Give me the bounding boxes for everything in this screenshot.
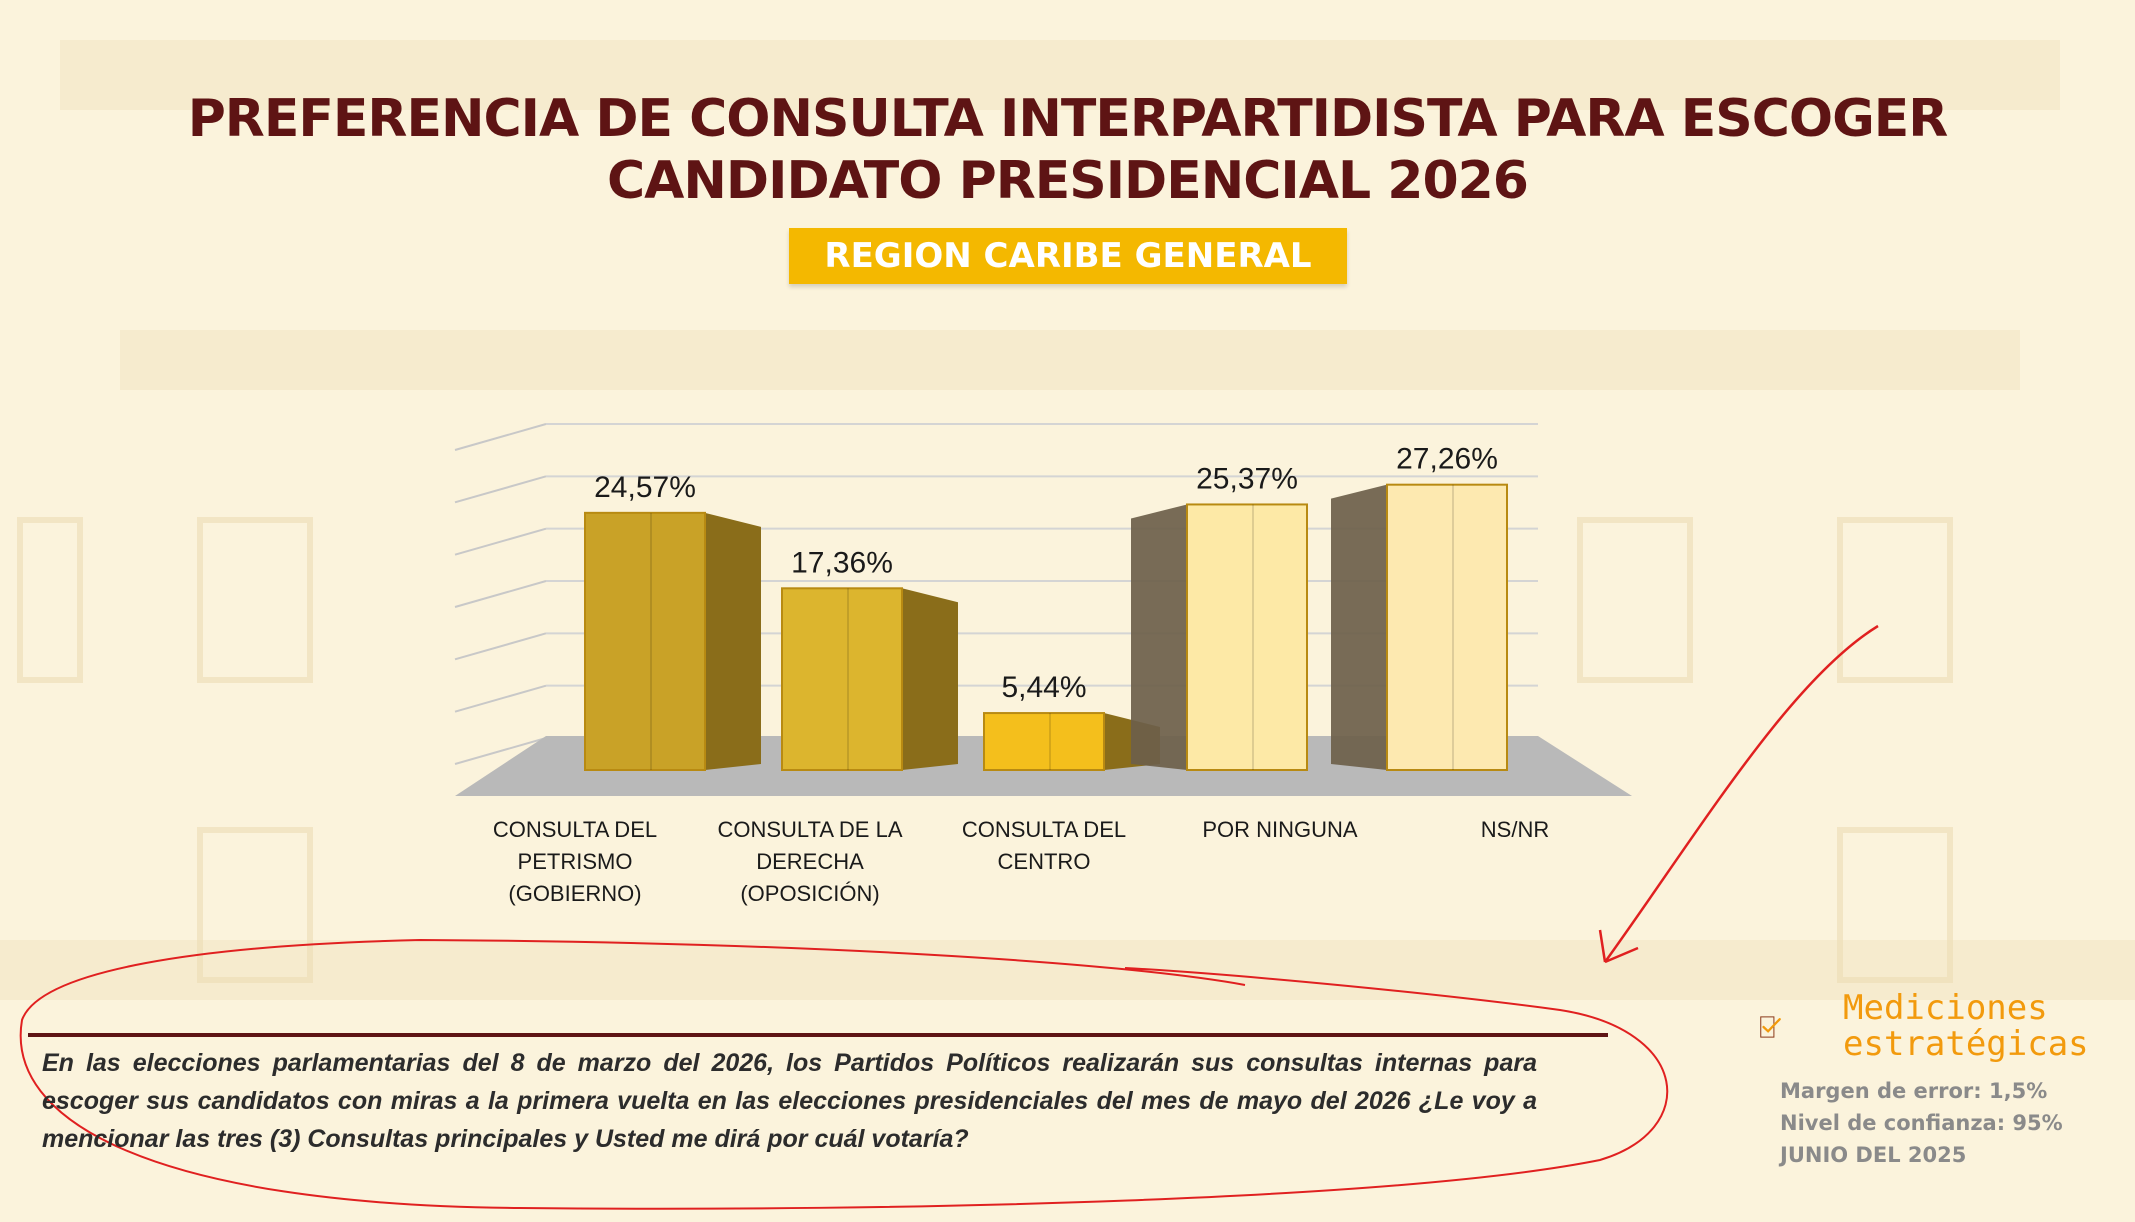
category-label-line: POR NINGUNA — [1202, 817, 1358, 842]
data-label-5: 27,26% — [1396, 443, 1498, 476]
category-label-4: POR NINGUNA — [1160, 814, 1400, 846]
gridline — [454, 632, 547, 661]
bar-front — [781, 587, 903, 771]
bar-front — [1186, 503, 1308, 771]
category-label-line: CENTRO — [997, 849, 1091, 874]
category-label-5: NS/NR — [1395, 814, 1635, 846]
data-label-3: 5,44% — [1001, 671, 1086, 704]
data-label-4: 25,37% — [1196, 462, 1298, 495]
title-line-1: PREFERENCIA DE CONSULTA INTERPARTIDISTA … — [187, 89, 1949, 149]
category-label-line: PETRISMO — [517, 849, 633, 874]
bar-side — [705, 512, 761, 770]
category-label-1: CONSULTA DEL PETRISMO (GOBIERNO) — [455, 814, 695, 910]
bar-front — [1386, 483, 1508, 771]
gridline — [454, 527, 547, 556]
chart-title: PREFERENCIA DE CONSULTA INTERPARTIDISTA … — [0, 88, 2135, 212]
bar-side — [902, 588, 958, 770]
question-divider — [28, 1033, 1608, 1037]
bar-1 — [584, 511, 761, 771]
title-line-2: CANDIDATO PRESIDENCIAL 2026 — [607, 151, 1529, 211]
bar-5 — [1331, 483, 1508, 771]
category-label-line: (GOBIERNO) — [508, 881, 642, 906]
confidence-level: Nivel de confianza: 95% — [1780, 1111, 2063, 1135]
checkmark-box-icon — [1760, 1016, 1781, 1038]
gridline — [454, 684, 547, 713]
gridline — [454, 475, 547, 504]
gridline — [454, 737, 547, 765]
category-label-line: CONSULTA DEL — [492, 817, 658, 842]
bar-2 — [781, 587, 958, 771]
category-label-line: DERECHA — [756, 849, 864, 874]
category-label-2: CONSULTA DE LA DERECHA (OPOSICIÓN) — [690, 814, 930, 910]
category-label-line: (OPOSICIÓN) — [740, 881, 880, 906]
category-label-line: CONSULTA DE LA — [717, 817, 903, 842]
logo-text-line-1: Mediciones — [1843, 988, 2048, 1028]
bar-4 — [1131, 503, 1308, 771]
bar-side — [1131, 504, 1187, 770]
category-label-3: CONSULTA DEL CENTRO — [924, 814, 1164, 878]
bar-front — [584, 511, 706, 771]
gridline — [454, 580, 547, 608]
bar-side — [1331, 484, 1387, 770]
survey-date: JUNIO DEL 2025 — [1780, 1143, 1967, 1167]
category-label-line: NS/NR — [1480, 817, 1550, 842]
survey-question: En las elecciones parlamentarias del 8 d… — [42, 1049, 1537, 1153]
data-label-2: 17,36% — [791, 546, 893, 579]
data-label-1: 24,57% — [594, 471, 696, 504]
region-badge: REGION CARIBE GENERAL — [789, 228, 1347, 284]
gridline — [454, 423, 547, 451]
category-label-line: CONSULTA DEL — [961, 817, 1127, 842]
logo-text-line-2: estratégicas — [1843, 1024, 2089, 1064]
margin-of-error: Margen de error: 1,5% — [1780, 1079, 2048, 1103]
chart-bars — [584, 483, 1508, 772]
chart-data-labels: 24,57% 17,36% 5,44% 25,37% 27,26% — [594, 443, 1498, 704]
bar-front — [983, 712, 1105, 772]
